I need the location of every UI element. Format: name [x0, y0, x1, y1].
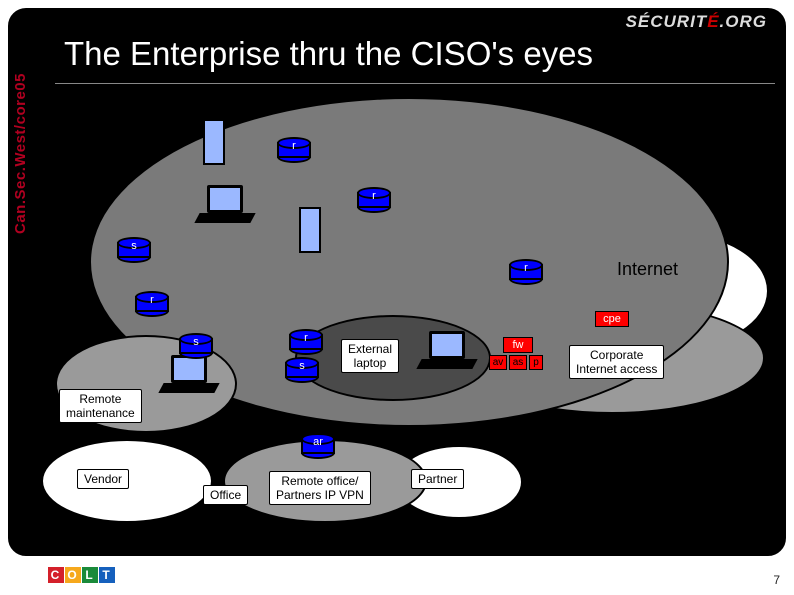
network-diagram: r r r r s s r s ar fw av as p cpe Intern…	[41, 87, 781, 547]
page-number: 7	[773, 573, 780, 587]
slide-frame: Can.Sec.West/core05 SÉCURITÉ.ORG The Ent…	[8, 8, 786, 556]
switch-label: s	[179, 336, 213, 348]
av-box: av	[489, 355, 507, 370]
colt-t: T	[99, 567, 115, 583]
colt-c: C	[48, 567, 64, 583]
router-icon: r	[357, 187, 391, 213]
laptop-icon	[419, 331, 475, 375]
remote-maint-label: Remote maintenance	[59, 389, 142, 423]
router-label: r	[509, 262, 543, 274]
router-icon: r	[277, 137, 311, 163]
office-label: Office	[203, 485, 248, 505]
server-tower-icon	[203, 119, 225, 165]
access-router-label: ar	[301, 436, 335, 448]
partner-label: Partner	[411, 469, 464, 489]
router-icon: r	[509, 259, 543, 285]
logo-accent: É	[707, 12, 719, 31]
switch-icon: s	[117, 237, 151, 263]
colt-logo: COLT	[48, 567, 116, 583]
as-box: as	[509, 355, 527, 370]
laptop-icon	[161, 355, 217, 399]
router-label: r	[289, 332, 323, 344]
server-tower-icon	[299, 207, 321, 253]
router-label: r	[357, 190, 391, 202]
ipvpn-label: Remote office/ Partners IP VPN	[269, 471, 371, 505]
securite-logo: SÉCURITÉ.ORG	[626, 12, 767, 32]
router-icon: r	[135, 291, 169, 317]
corp-access-label: Corporate Internet access	[569, 345, 664, 379]
router-label: r	[135, 294, 169, 306]
firewall-box: fw	[503, 337, 533, 353]
laptop-icon	[197, 185, 253, 229]
proxy-box: p	[529, 355, 543, 370]
router-icon: r	[289, 329, 323, 355]
vendor-label: Vendor	[77, 469, 129, 489]
external-laptop-label: External laptop	[341, 339, 399, 373]
title-underline	[55, 83, 775, 84]
page-title: The Enterprise thru the CISO's eyes	[64, 35, 593, 73]
router-label: r	[277, 140, 311, 152]
internet-label: Internet	[611, 257, 684, 282]
switch-icon: s	[179, 333, 213, 359]
switch-label: s	[117, 240, 151, 252]
colt-o: O	[65, 567, 81, 583]
logo-text-1: SÉCURIT	[626, 12, 708, 31]
switch-icon: s	[285, 357, 319, 383]
cpe-box: cpe	[595, 311, 629, 327]
access-router-icon: ar	[301, 433, 335, 459]
switch-label: s	[285, 360, 319, 372]
logo-text-2: .ORG	[720, 12, 767, 31]
conference-sidebar: Can.Sec.West/core05	[12, 73, 29, 234]
colt-l: L	[82, 567, 98, 583]
